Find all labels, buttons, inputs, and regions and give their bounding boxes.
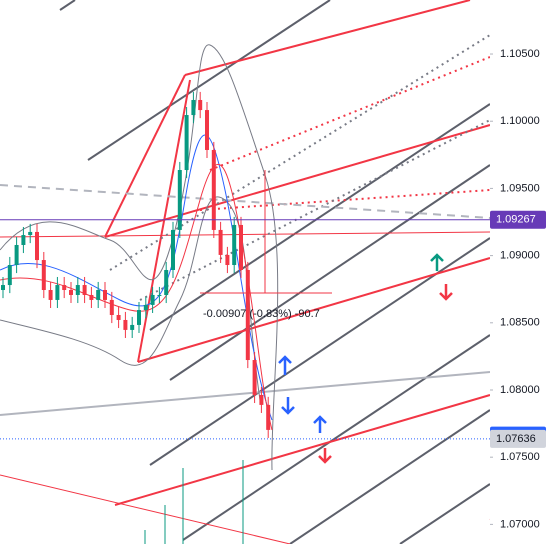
candle-body: [35, 231, 39, 261]
upper-band: [0, 44, 279, 471]
y-tick-label: 1.08500: [500, 317, 540, 329]
candle-body: [191, 99, 196, 116]
price-tag: [490, 210, 546, 229]
candle-body: [150, 294, 155, 305]
candle-body: [103, 290, 107, 300]
pitchfork-lines: [59, 0, 491, 544]
arrows: [278, 253, 453, 464]
candle-body: [177, 170, 182, 230]
y-tick-label: 1.08000: [500, 384, 540, 396]
candle-body: [130, 324, 135, 330]
candle-body: [116, 315, 121, 320]
candle-body: [184, 115, 189, 170]
candle-body: [41, 260, 46, 291]
measure-label: -0.00907 (-0.83%) -90.7: [203, 308, 320, 320]
candle-body: [48, 290, 53, 300]
candle-body: [14, 244, 19, 266]
candle-body: [164, 269, 169, 295]
candle-body: [232, 224, 237, 266]
candle-body: [55, 285, 60, 300]
candle-body: [123, 319, 128, 330]
candle-body: [69, 290, 73, 295]
candle-body: [245, 269, 250, 361]
candle-body: [252, 360, 257, 395]
candle-body: [218, 229, 223, 255]
candle-body: [28, 231, 33, 236]
y-tick-label: 1.07000: [500, 518, 540, 530]
candle-body: [82, 285, 87, 295]
candle-body: [171, 229, 175, 270]
candle-body: [143, 304, 148, 311]
candle-body: [211, 149, 216, 230]
candle-body: [157, 294, 162, 296]
candle-body: [225, 254, 230, 266]
candle-body: [75, 285, 80, 295]
candle-body: [89, 294, 94, 300]
candle-body: [1, 285, 5, 291]
price-axis: [490, 0, 556, 544]
volume: [144, 460, 244, 544]
dashed-line: [0, 184, 491, 219]
candle-body: [96, 290, 101, 300]
candle-body: [137, 310, 141, 325]
candle-body: [205, 110, 209, 150]
y-tick-label: 1.09500: [500, 182, 540, 194]
y-tick-label: 1.07500: [500, 451, 540, 463]
price-tag-label: 1.07636: [496, 433, 536, 445]
candle-body: [62, 285, 67, 291]
y-tick-label: 1.10500: [500, 48, 540, 60]
y-tick-label: 1.09000: [500, 250, 540, 262]
candle-body: [21, 235, 26, 245]
price-tag: [490, 429, 546, 448]
candle-body: [259, 394, 264, 405]
moving-average: [0, 134, 273, 421]
candle-body: [239, 224, 243, 270]
gray-line: [0, 371, 491, 416]
moving-average-2: [0, 163, 273, 431]
price-tag-label: 1.09267: [496, 214, 536, 226]
candle-body: [266, 404, 271, 430]
dotted-lines: [109, 34, 491, 301]
candle-body: [7, 265, 12, 286]
candle-body: [109, 299, 114, 316]
y-tick-label: 1.10000: [500, 115, 540, 127]
candle-body: [198, 99, 203, 111]
